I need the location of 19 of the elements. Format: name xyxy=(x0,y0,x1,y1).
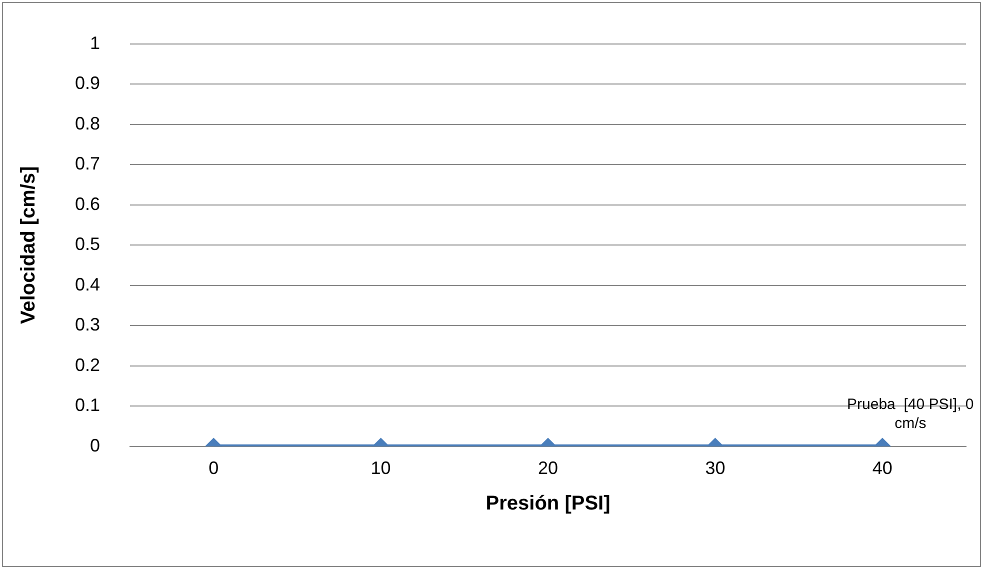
y-tick-label: 0.6 xyxy=(74,194,100,214)
y-tick-label: 0 xyxy=(90,435,100,456)
y-tick-label: 0.1 xyxy=(74,395,100,416)
y-tick-label: 0.4 xyxy=(74,274,100,294)
x-tick-label: 0 xyxy=(208,458,219,478)
y-tick-label: 0.9 xyxy=(74,73,100,94)
y-tick-label: 0.8 xyxy=(74,113,100,134)
y-tick-label: 0.3 xyxy=(74,314,100,335)
x-axis-title: Presión [PSI] xyxy=(486,492,610,515)
x-tick-label: 40 xyxy=(872,458,892,478)
x-tick-label: 10 xyxy=(370,458,391,478)
y-tick-label: 0.2 xyxy=(74,354,100,375)
y-tick-label: 0.5 xyxy=(74,234,100,254)
annotation: Prueba [40 PSI], 0 cm/s xyxy=(847,396,974,432)
y-tick-label: 0.7 xyxy=(74,154,100,174)
y-tick-label: 1 xyxy=(90,32,100,53)
x-tick-label: 30 xyxy=(705,458,726,478)
x-tick-label: 20 xyxy=(538,458,558,478)
y-axis-title: Velocidad [cm/s] xyxy=(18,166,40,324)
